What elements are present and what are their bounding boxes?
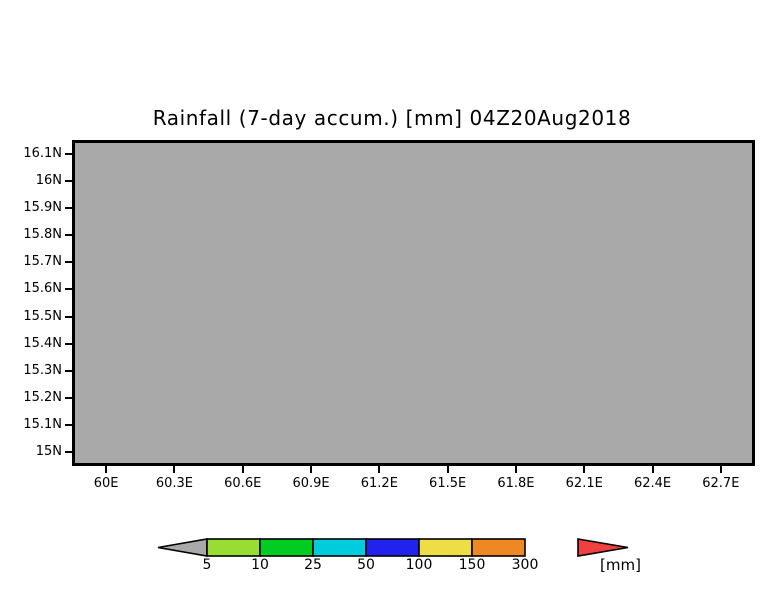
x-tick-label: 60.6E: [224, 476, 262, 491]
colorbar-tick-label: 10: [251, 557, 269, 573]
y-tick-mark: [65, 369, 72, 372]
y-tick-label: 15.9N: [23, 199, 62, 215]
y-tick-mark: [65, 261, 72, 264]
colorbar-low-arrow: [157, 538, 208, 557]
x-tick-label: 62.4E: [633, 476, 672, 491]
x-tick-mark: [173, 466, 176, 473]
x-tick-label: 62.1E: [565, 476, 603, 491]
x-tick-mark: [651, 466, 654, 473]
y-tick-label: 15N: [35, 444, 62, 460]
y-tick-label: 16.1N: [23, 145, 62, 161]
chart-title: Rainfall (7-day accum.) [mm] 04Z20Aug201…: [152, 106, 632, 130]
colorbar-tick-label: 50: [357, 557, 375, 573]
y-tick-mark: [65, 179, 72, 182]
y-tick-label: 15.2N: [23, 390, 62, 406]
colorbar-tick-label: 300: [511, 557, 539, 573]
x-tick-mark: [310, 466, 313, 473]
colorbar-band[interactable]: [418, 538, 473, 557]
x-tick-mark: [378, 466, 381, 473]
y-tick-label: 15.3N: [23, 362, 62, 378]
colorbar-tick-label: 150: [458, 557, 486, 573]
y-tick-mark: [65, 397, 72, 400]
colorbar-tick-label: 100: [405, 557, 433, 573]
y-tick-mark: [65, 152, 72, 155]
y-tick-mark: [65, 315, 72, 318]
x-tick-mark: [241, 466, 244, 473]
x-tick-mark: [719, 466, 722, 473]
x-tick-label: 61.5E: [429, 476, 467, 491]
map-plot-area[interactable]: [72, 140, 755, 466]
x-tick-label: 60E: [93, 476, 119, 491]
y-tick-label: 15.8N: [23, 227, 62, 243]
y-tick-mark: [65, 234, 72, 237]
x-tick-label: 61.8E: [497, 476, 535, 491]
x-tick-mark: [583, 466, 586, 473]
y-tick-label: 15.4N: [23, 335, 62, 351]
y-tick-mark: [65, 424, 72, 427]
y-tick-label: 15.7N: [23, 254, 62, 270]
y-tick-mark: [65, 288, 72, 291]
y-tick-mark: [65, 206, 72, 209]
y-tick-label: 15.1N: [23, 417, 62, 433]
x-tick-mark: [514, 466, 517, 473]
x-tick-label: 61.2E: [360, 476, 398, 491]
colorbar-band[interactable]: [365, 538, 420, 557]
y-tick-label: 15.5N: [23, 308, 62, 324]
colorbar-unit-label: [mm]: [600, 556, 641, 574]
colorbar-band[interactable]: [206, 538, 261, 557]
colorbar-tick-label: 25: [304, 557, 322, 573]
colorbar-band[interactable]: [471, 538, 526, 557]
colorbar-band[interactable]: [312, 538, 367, 557]
x-tick-label: 60.9E: [292, 476, 330, 491]
colorbar-band[interactable]: [259, 538, 314, 557]
colorbar-tick-label: 5: [202, 557, 212, 573]
y-tick-mark: [65, 342, 72, 345]
colorbar-high-arrow: [577, 538, 629, 557]
x-tick-label: 62.7E: [702, 476, 740, 491]
y-tick-label: 16N: [35, 172, 62, 188]
x-tick-mark: [446, 466, 449, 473]
x-tick-label: 60.3E: [155, 476, 194, 491]
x-tick-mark: [105, 466, 108, 473]
y-tick-label: 15.6N: [23, 281, 62, 297]
y-tick-mark: [65, 451, 72, 454]
